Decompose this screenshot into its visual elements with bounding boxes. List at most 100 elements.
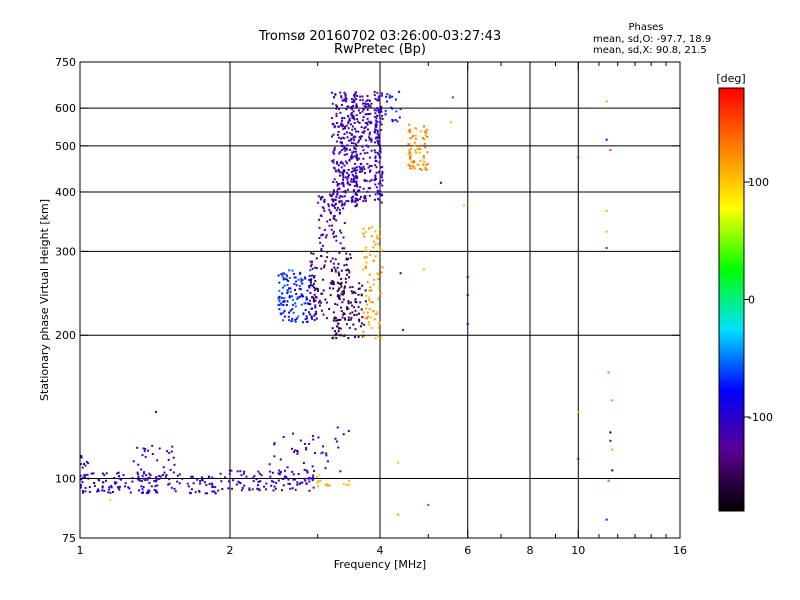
echo-point (463, 204, 466, 207)
echo-point (380, 271, 383, 274)
echo-point (170, 486, 173, 489)
echo-point (154, 485, 157, 488)
echo-point (302, 462, 305, 464)
echo-point (118, 485, 121, 488)
echo-point (353, 306, 356, 309)
echo-point (349, 312, 352, 315)
echo-point (317, 301, 320, 304)
echo-point (342, 172, 344, 175)
echo-point (374, 155, 377, 158)
echo-point (173, 463, 176, 466)
echo-point (82, 476, 85, 479)
echo-point (374, 243, 377, 246)
echo-point (352, 142, 355, 145)
echo-point (142, 472, 145, 475)
echo-point (347, 429, 350, 432)
echo-point (137, 473, 140, 476)
colorbar-tick-label: -100 (748, 411, 773, 424)
echo-point (343, 153, 346, 156)
y-tick-label: 300 (55, 245, 76, 258)
echo-point (299, 481, 302, 484)
echo-point (413, 167, 416, 170)
echo-point (174, 490, 177, 493)
echo-point (149, 474, 152, 477)
echo-point (363, 130, 366, 133)
echo-point (288, 276, 291, 279)
echo-point (278, 308, 281, 311)
echo-point (343, 146, 346, 149)
echo-point (388, 96, 391, 99)
echo-point (350, 112, 353, 115)
echo-point (298, 483, 301, 486)
echo-point (379, 151, 382, 154)
echo-point (88, 486, 91, 489)
echo-point (381, 184, 384, 187)
x-axis-label: Frequency [MHz] (334, 558, 426, 571)
echo-point (340, 122, 343, 125)
echo-point (101, 489, 104, 492)
echo-point (409, 154, 412, 157)
echo-point (363, 249, 366, 252)
echo-point (339, 91, 342, 94)
echo-point (399, 272, 402, 275)
echo-point (359, 186, 362, 189)
echo-point (402, 329, 405, 332)
echo-point (365, 246, 368, 249)
echo-point (318, 218, 321, 221)
echo-point (332, 319, 335, 322)
echo-point (333, 96, 335, 99)
echo-point (259, 480, 262, 483)
echo-point (379, 166, 382, 169)
stats-header: Phases (628, 22, 663, 33)
echo-point (369, 137, 372, 140)
echo-point (308, 477, 311, 480)
echo-point (409, 128, 412, 131)
echo-point (379, 190, 382, 193)
echo-point (146, 490, 149, 493)
echo-point (347, 120, 350, 123)
echo-point (315, 317, 318, 320)
echo-point (338, 169, 341, 172)
echo-point (366, 123, 369, 126)
echo-point (331, 224, 334, 227)
echo-point (376, 132, 379, 135)
echo-point (355, 191, 358, 194)
echo-point (308, 489, 311, 492)
echo-point (335, 440, 338, 443)
echo-point (320, 452, 323, 455)
echo-point (350, 134, 353, 137)
echo-point (366, 162, 369, 165)
echo-point (408, 149, 411, 152)
echo-point (353, 155, 356, 158)
echo-point (366, 317, 369, 320)
echo-point (237, 480, 240, 483)
echo-point (326, 256, 329, 259)
echo-point (242, 472, 245, 475)
echo-point (282, 484, 285, 487)
echo-point (352, 117, 355, 120)
chart-title: Tromsø 20160702 03:26:00-03:27:43 (258, 29, 501, 44)
echo-point (336, 122, 339, 124)
echo-point (355, 150, 357, 153)
echo-point (358, 198, 361, 201)
echo-point (339, 470, 342, 473)
echo-point (360, 135, 363, 138)
echo-point (375, 171, 378, 174)
echo-point (147, 492, 150, 495)
echo-point (101, 486, 104, 489)
echo-point (141, 454, 144, 457)
echo-point (357, 189, 359, 192)
echo-point (364, 139, 367, 142)
echo-point (346, 131, 348, 134)
y-tick-label: 200 (55, 329, 76, 342)
echo-point (362, 187, 365, 190)
echo-point (356, 199, 359, 202)
echo-point (381, 170, 384, 173)
echo-point (343, 203, 346, 206)
echo-point (356, 197, 358, 200)
echo-point (286, 283, 289, 286)
echo-point (386, 100, 388, 103)
echo-point (364, 300, 367, 303)
echo-point (381, 266, 384, 269)
echo-point (427, 504, 430, 506)
